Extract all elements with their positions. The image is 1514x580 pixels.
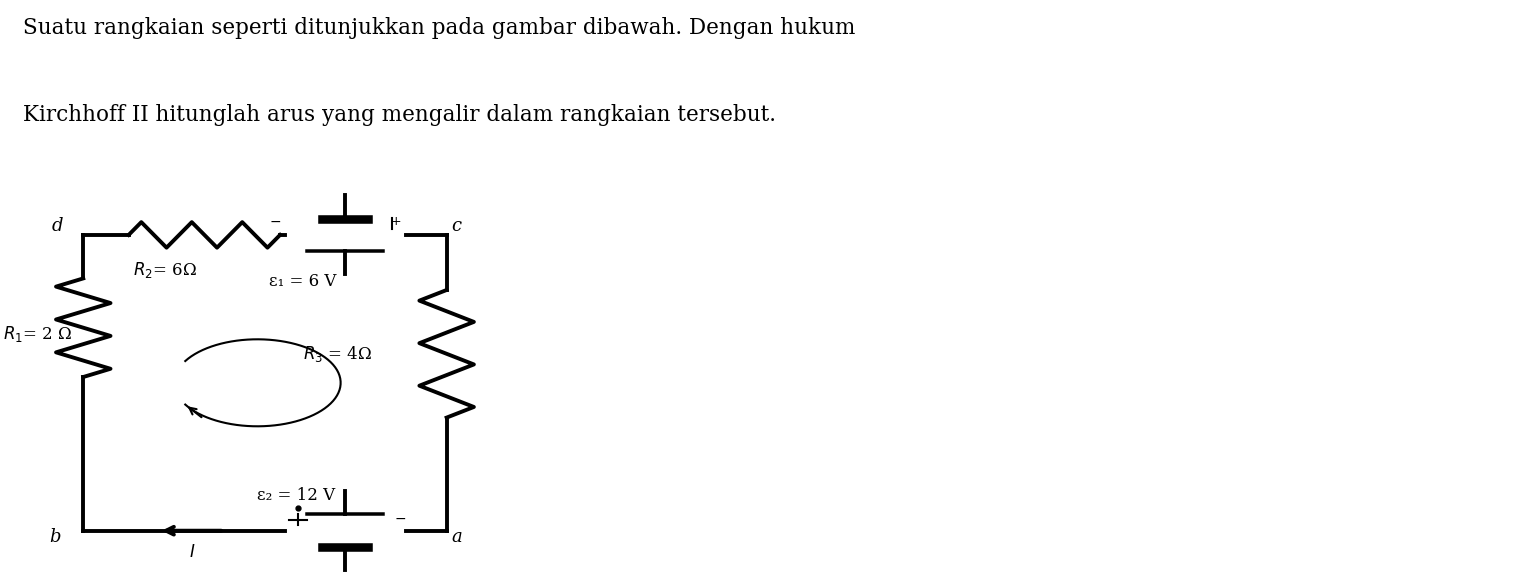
Text: $R_1$= 2 Ω: $R_1$= 2 Ω	[3, 324, 73, 343]
Text: a: a	[451, 527, 462, 546]
Text: ε₁ = 6 V: ε₁ = 6 V	[269, 273, 338, 290]
Text: $R_3$ = 4Ω: $R_3$ = 4Ω	[303, 344, 372, 364]
Text: Kirchhoff II hitunglah arus yang mengalir dalam rangkaian tersebut.: Kirchhoff II hitunglah arus yang mengali…	[23, 104, 775, 126]
Text: $-$: $-$	[394, 511, 406, 525]
Text: $-$: $-$	[269, 214, 282, 228]
Text: $I$: $I$	[189, 543, 195, 561]
Text: $R_2$= 6Ω: $R_2$= 6Ω	[133, 260, 197, 280]
Text: Suatu rangkaian seperti ditunjukkan pada gambar dibawah. Dengan hukum: Suatu rangkaian seperti ditunjukkan pada…	[23, 17, 855, 39]
Text: ε₂ = 12 V: ε₂ = 12 V	[257, 487, 336, 505]
Text: b: b	[48, 527, 61, 546]
Text: $+$: $+$	[389, 215, 401, 228]
Text: d: d	[51, 217, 64, 235]
Text: c: c	[451, 217, 462, 235]
